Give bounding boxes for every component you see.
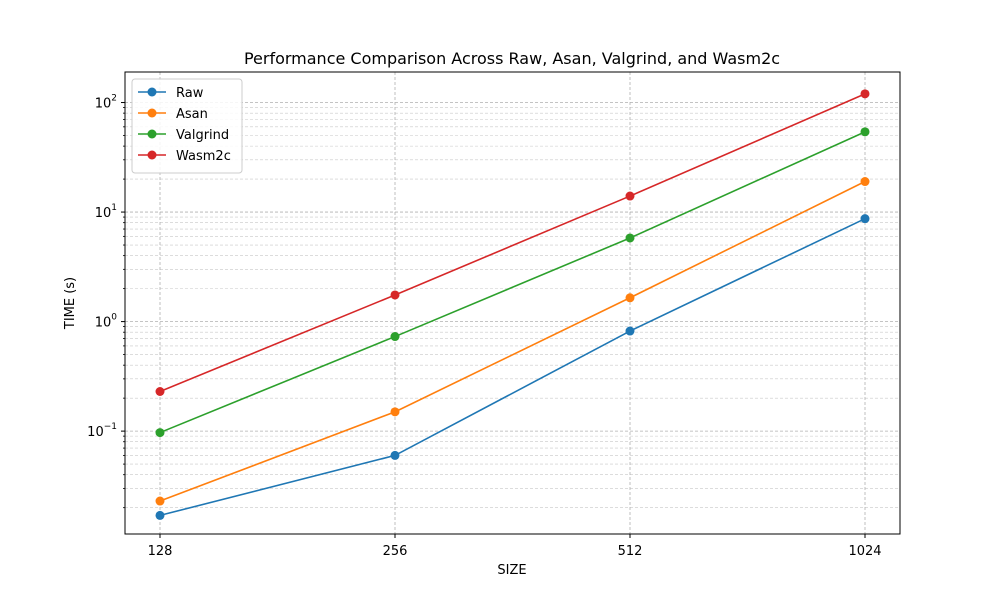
x-tick-label: 512	[618, 544, 643, 559]
data-point	[625, 233, 635, 243]
data-point	[155, 428, 165, 438]
data-point	[860, 89, 870, 99]
series-valgrind	[155, 127, 870, 438]
data-point	[155, 386, 165, 396]
legend-marker	[147, 150, 157, 160]
y-axis-label: TIME (s)	[63, 277, 78, 330]
y-tick-label: 10−1	[87, 422, 117, 440]
data-point	[625, 326, 635, 336]
y-tick-base: 10	[87, 425, 104, 440]
series-line	[159, 180, 866, 502]
series-raw	[155, 214, 870, 520]
data-point	[625, 293, 635, 303]
y-tick-label: 101	[95, 203, 117, 221]
legend-item-valgrind: Valgrind	[138, 128, 229, 143]
legend-label: Asan	[176, 107, 208, 122]
y-tick-exponent: 1	[111, 203, 117, 213]
plot-frame	[124, 71, 901, 535]
legend-item-wasm2c: Wasm2c	[138, 149, 231, 164]
legend-box	[131, 78, 243, 174]
data-point	[390, 407, 400, 417]
legend: Raw Asan Valgrind Wasm2c	[131, 78, 243, 174]
series-layer	[155, 89, 870, 520]
x-tick-label: 1024	[848, 544, 881, 559]
legend-item-raw: Raw	[138, 86, 204, 101]
data-point	[390, 450, 400, 460]
series-asan	[155, 177, 870, 506]
x-tick-label: 128	[148, 544, 173, 559]
y-tick-exponent: 0	[111, 313, 117, 323]
series-wasm2c	[155, 89, 870, 396]
data-point	[860, 177, 870, 187]
series-line	[159, 93, 866, 393]
legend-item-asan: Asan	[138, 107, 208, 122]
data-point	[390, 332, 400, 342]
y-tick-exponent: −1	[104, 422, 117, 432]
legend-label: Wasm2c	[176, 149, 231, 164]
y-tick-base: 10	[95, 206, 112, 221]
data-point	[625, 191, 635, 201]
legend-marker	[147, 108, 157, 118]
x-axis: 128 256 512 1024	[148, 534, 882, 559]
y-tick-label: 102	[95, 94, 117, 112]
legend-label: Raw	[176, 86, 204, 101]
legend-marker	[147, 87, 157, 97]
series-line	[159, 131, 866, 434]
series-line	[159, 217, 866, 517]
y-tick-label: 100	[95, 313, 118, 331]
data-point	[860, 127, 870, 137]
x-tick-label: 256	[383, 544, 408, 559]
data-point	[155, 510, 165, 520]
y-tick-exponent: 2	[111, 94, 117, 104]
y-tick-base: 10	[95, 97, 112, 112]
legend-label: Valgrind	[176, 128, 229, 143]
legend-marker	[147, 129, 157, 139]
y-tick-base: 10	[95, 316, 112, 331]
chart-title: Performance Comparison Across Raw, Asan,…	[244, 49, 780, 68]
grid-lines	[125, 72, 900, 534]
data-point	[155, 496, 165, 506]
data-point	[390, 290, 400, 300]
x-axis-label: SIZE	[497, 563, 526, 578]
data-point	[860, 214, 870, 224]
